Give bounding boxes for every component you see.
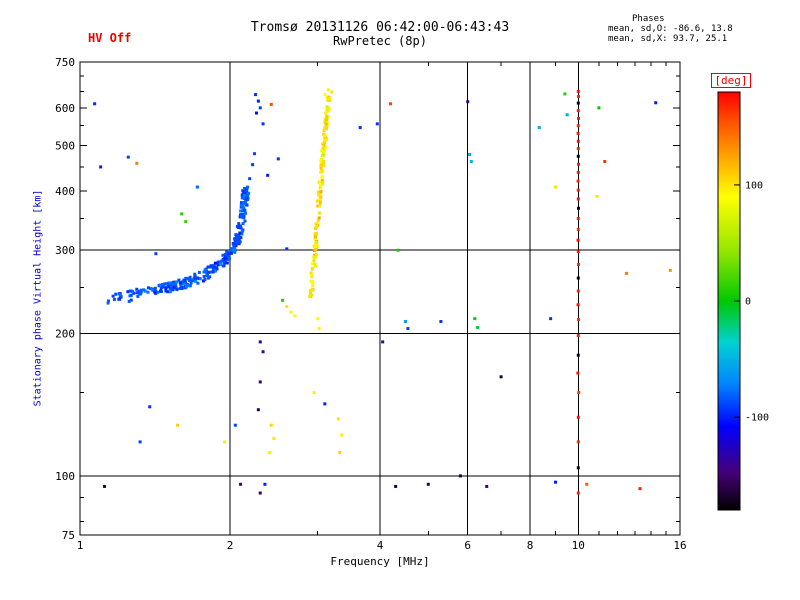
phase-stats-title: Phases — [632, 14, 665, 24]
x-axis-label: Frequency [MHz] — [330, 555, 430, 568]
svg-text:75: 75 — [62, 529, 75, 542]
colorbar-unit-label: [deg] — [711, 73, 751, 88]
axis-ticks — [79, 61, 681, 536]
svg-text:100: 100 — [55, 470, 75, 483]
hv-status: HV Off — [88, 31, 132, 45]
svg-text:300: 300 — [55, 244, 75, 257]
svg-text:200: 200 — [55, 328, 75, 341]
svg-text:2: 2 — [227, 539, 234, 552]
svg-text:500: 500 — [55, 139, 75, 152]
plot-title: Tromsø 20131126 06:42:00-06:43:43 — [250, 20, 510, 35]
colorbar-tick-label: 100 — [745, 180, 763, 191]
colorbar-tick-label: -100 — [745, 413, 769, 424]
tick-labels: 1 2 4 6 8 10 16 75 100 200 300 400 500 600 750 — [55, 56, 687, 552]
plot-subtitle: RwPretec (8p) — [333, 34, 427, 48]
svg-text:6: 6 — [464, 539, 471, 552]
svg-text:750: 750 — [55, 56, 75, 69]
svg-text:1: 1 — [77, 539, 84, 552]
colorbar-tick-label: 0 — [745, 297, 751, 308]
y-axis-label: Stationary phase Virtual Height [km] — [32, 189, 44, 407]
svg-text:4: 4 — [377, 539, 384, 552]
svg-text:16: 16 — [673, 539, 686, 552]
phase-stats: Phases mean, sd,O: -86.6, 13.8 mean, sd,… — [608, 14, 733, 44]
svg-text:400: 400 — [55, 185, 75, 198]
svg-text:8: 8 — [527, 539, 534, 552]
scatter-points — [93, 88, 672, 495]
svg-text:600: 600 — [55, 102, 75, 115]
gridlines — [80, 62, 680, 535]
svg-text:10: 10 — [572, 539, 585, 552]
phase-stats-x-mode: mean, sd,X: 93.7, 25.1 — [608, 34, 728, 44]
phase-stats-o-mode: mean, sd,O: -86.6, 13.8 — [608, 24, 733, 34]
